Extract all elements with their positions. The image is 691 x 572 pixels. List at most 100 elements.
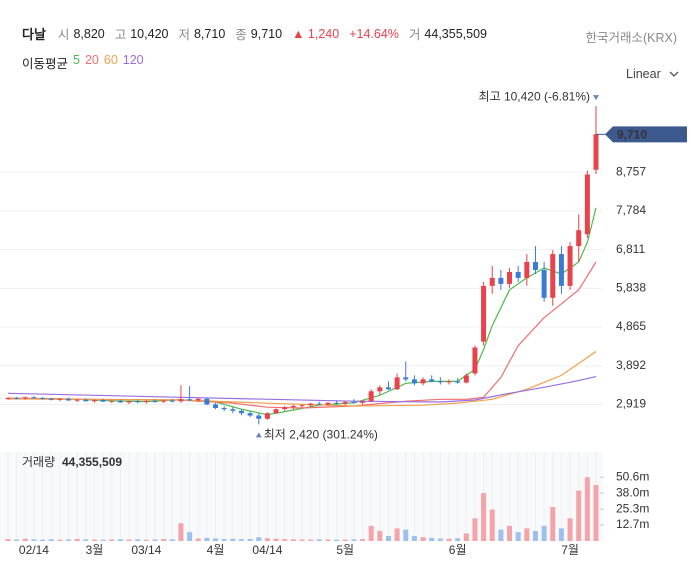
- low-marker: [255, 432, 262, 438]
- volume-bar: [299, 539, 305, 541]
- candle-body: [57, 398, 63, 400]
- candle-body: [550, 254, 556, 298]
- high-label: 고: [114, 28, 127, 42]
- x-tick-label: 6월: [449, 543, 467, 557]
- candle-body: [463, 375, 469, 383]
- candle-body: [308, 403, 314, 406]
- volume-bar: [515, 532, 521, 541]
- volume-bar: [455, 538, 461, 541]
- volume-bar: [576, 490, 582, 541]
- candle-body: [558, 254, 564, 286]
- candle-body: [221, 408, 227, 410]
- candle-body: [161, 400, 167, 402]
- volume-bar: [541, 525, 547, 541]
- candle-body: [368, 391, 374, 402]
- volume-bar: [273, 538, 279, 541]
- candle-body: [446, 381, 452, 383]
- volume-bar: [437, 538, 443, 541]
- candle-body: [195, 398, 201, 401]
- ma-legend-title: 이동평균: [22, 57, 69, 71]
- volume-label: 거: [408, 28, 421, 42]
- volume-bar: [221, 539, 227, 541]
- current-price-label: 9,710: [617, 127, 647, 141]
- candle-body: [264, 413, 270, 419]
- stock-name: 다날: [22, 27, 46, 42]
- volume-tick-label: 25.3m: [616, 501, 649, 515]
- volume-bar: [550, 506, 556, 541]
- candle-body: [100, 400, 106, 402]
- volume-bar: [489, 509, 495, 541]
- change: ▲ 1,240: [292, 26, 340, 41]
- low-label: 저: [178, 28, 190, 42]
- candle-body: [290, 406, 296, 408]
- y-tick-label: 8,757: [616, 164, 646, 178]
- volume-bar: [558, 528, 564, 541]
- volume-bar: [230, 538, 236, 541]
- candle-body: [524, 262, 530, 278]
- candle-body: [273, 409, 279, 414]
- volume-bar: [377, 530, 383, 541]
- volume-bar: [31, 539, 37, 541]
- candle-body: [437, 381, 443, 383]
- candle-body: [385, 387, 391, 390]
- open-label: 시: [57, 28, 70, 42]
- scale-dropdown[interactable]: Linear: [626, 67, 679, 81]
- volume-bar: [238, 539, 244, 541]
- volume-bar: [342, 539, 348, 541]
- candle-body: [91, 400, 97, 402]
- x-tick-label: 02/14: [19, 543, 49, 557]
- volume-bar: [117, 539, 123, 541]
- volume-bar: [472, 518, 478, 541]
- scale-label: Linear: [626, 67, 661, 81]
- candle-body: [74, 399, 80, 401]
- candle-body: [40, 398, 46, 400]
- volume-bar: [143, 539, 149, 541]
- volume-bar: [22, 538, 28, 541]
- moving-average-line: [7, 376, 597, 403]
- volume-bar: [57, 539, 63, 541]
- candle-body: [109, 400, 115, 402]
- high-annotation: 최고 10,420 (-6.81%): [479, 89, 590, 103]
- current-price-badge: [605, 126, 687, 143]
- x-tick-label: 04/14: [252, 543, 282, 557]
- volume-bar: [100, 539, 106, 541]
- x-tick-label: 4월: [207, 543, 225, 557]
- volume-bar: [420, 537, 426, 541]
- candle-body: [213, 404, 219, 409]
- candle-body: [541, 269, 547, 298]
- close-label: 종: [235, 28, 247, 42]
- candle-body: [238, 410, 244, 414]
- volume-bar: [429, 537, 435, 541]
- volume-bar: [463, 533, 469, 541]
- candle-body: [489, 277, 495, 286]
- volume-bar: [109, 539, 115, 541]
- candle-body: [187, 399, 193, 401]
- volume-bar: [256, 537, 262, 541]
- ma-legend-item: 20: [84, 53, 99, 67]
- candle-body: [256, 415, 262, 419]
- volume-bar: [14, 539, 20, 541]
- volume-bar: [394, 528, 400, 541]
- volume-bar: [213, 538, 219, 541]
- candle-body: [420, 379, 426, 384]
- volume-bar: [91, 539, 97, 541]
- candle-body: [593, 134, 599, 170]
- moving-average-line: [42, 207, 597, 416]
- high-marker: [593, 95, 599, 101]
- candle-body: [532, 262, 538, 270]
- volume-tick-label: 12.7m: [616, 517, 649, 531]
- volume-bar: [351, 539, 357, 541]
- volume-total: 44,355,509: [62, 455, 122, 469]
- volume-bar: [204, 537, 210, 541]
- candle-body: [455, 381, 461, 383]
- y-tick-label: 3,892: [616, 358, 646, 372]
- candle-body: [204, 398, 210, 405]
- candle-body: [403, 377, 409, 380]
- candle-body: [342, 402, 348, 404]
- open-value: 8,820: [73, 26, 105, 41]
- volume-bar: [524, 528, 530, 541]
- volume-bar: [325, 539, 331, 541]
- volume-bar: [264, 538, 270, 541]
